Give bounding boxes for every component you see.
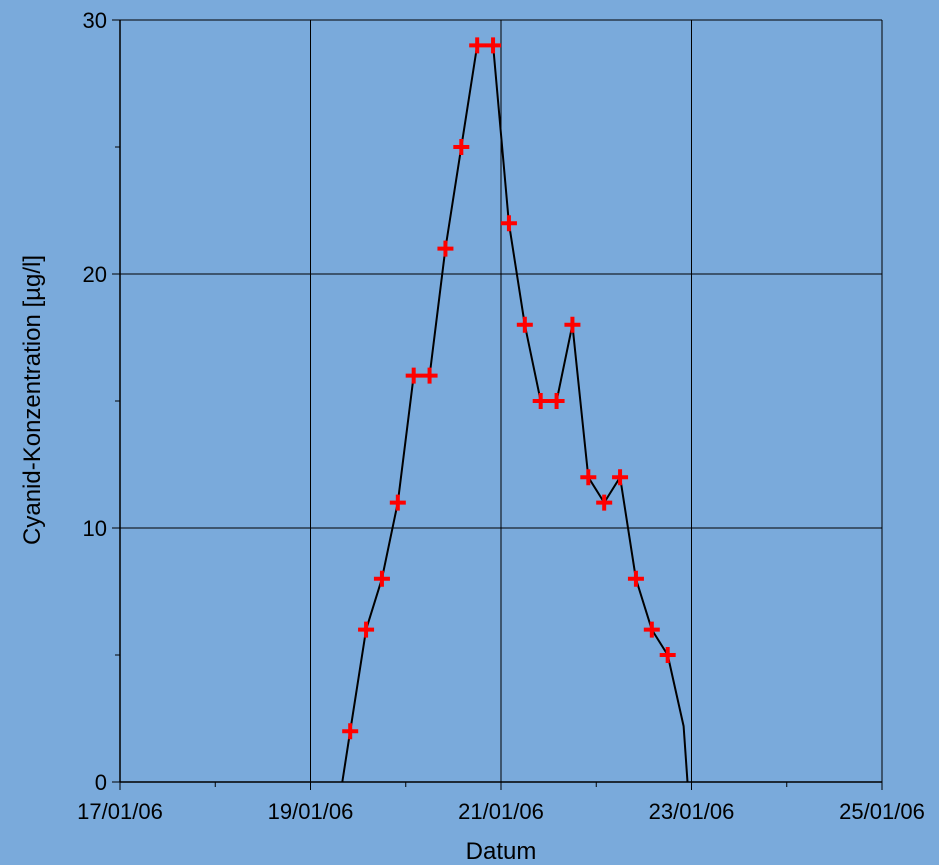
data-point-marker (485, 37, 502, 54)
x-tick-label: 17/01/06 (77, 799, 163, 824)
x-tick-label: 23/01/06 (649, 799, 735, 824)
y-tick-label: 30 (83, 8, 107, 33)
data-point-marker (564, 316, 581, 333)
data-point-marker (500, 215, 517, 232)
y-tick-labels: 0 10 20 30 (83, 8, 107, 795)
series-line (341, 44, 689, 783)
data-point-marker (612, 469, 629, 486)
data-point-marker (548, 393, 565, 409)
data-point-marker (373, 570, 390, 587)
data-markers (342, 37, 676, 740)
data-point-marker (453, 139, 470, 155)
data-series (341, 44, 689, 783)
data-point-marker (405, 367, 422, 384)
data-point-marker (516, 316, 533, 333)
data-point-marker (358, 621, 375, 638)
axes (112, 19, 883, 790)
x-tick-label: 19/01/06 (268, 799, 354, 824)
data-point-marker (469, 37, 486, 54)
data-point-marker (389, 494, 406, 511)
data-point-marker (659, 647, 676, 663)
y-tick-label: 10 (83, 516, 107, 541)
data-point-marker (421, 367, 438, 384)
x-tick-label: 25/01/06 (839, 799, 925, 824)
data-point-marker (580, 469, 597, 486)
data-point-marker (342, 723, 359, 740)
data-point-marker (627, 570, 644, 587)
x-axis-label: Datum (466, 838, 537, 865)
data-point-marker (532, 393, 549, 409)
x-tick-labels: 17/01/06 19/01/06 21/01/06 23/01/06 25/01/06 (77, 799, 925, 824)
data-point-marker (437, 240, 454, 257)
y-axis-label: Cyanid-Konzentration [µg/l] (19, 255, 46, 545)
y-tick-label: 20 (83, 262, 107, 287)
y-tick-label: 0 (95, 770, 107, 795)
x-tick-label: 21/01/06 (458, 799, 544, 824)
data-point-marker (643, 621, 660, 638)
data-point-marker (596, 494, 613, 511)
